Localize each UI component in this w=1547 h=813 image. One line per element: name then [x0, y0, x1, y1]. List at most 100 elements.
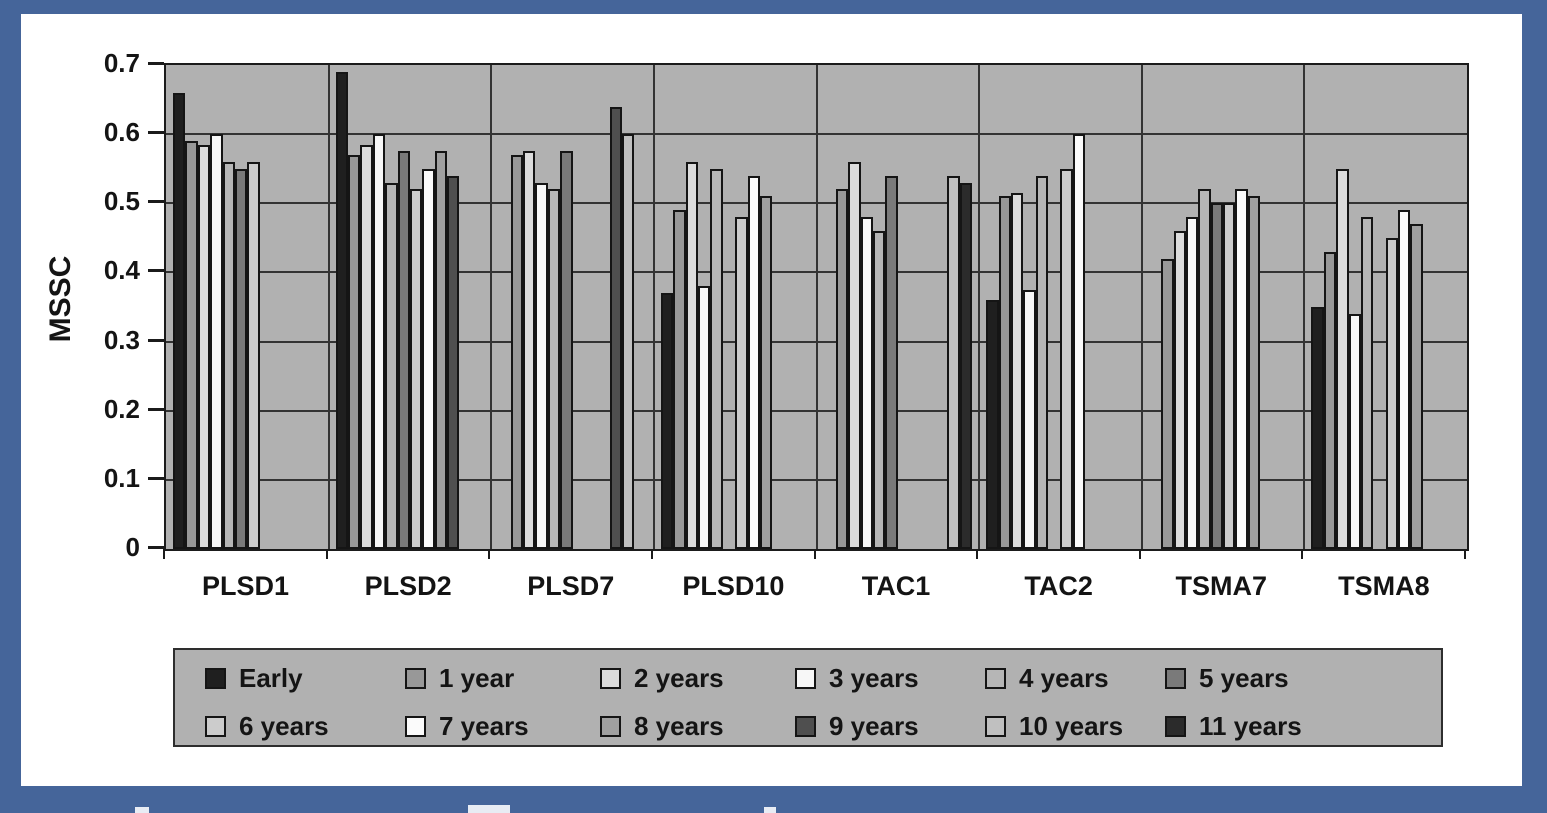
- legend-item-4-years: 4 years: [985, 662, 1109, 694]
- bar-PLSD1-6-years: [247, 161, 260, 549]
- bar-TAC1-3-years: [860, 217, 874, 549]
- bar-PLSD1-3-years: [210, 134, 223, 549]
- bar-PLSD1-5-years: [234, 168, 248, 549]
- bar-PLSD7-2-years: [523, 151, 536, 549]
- bar-PLSD2-8-years: [434, 151, 448, 549]
- category-separator-line: [978, 65, 981, 549]
- bar-PLSD2-5-years: [397, 151, 410, 549]
- bar-TSMA7-7-years: [1235, 189, 1248, 549]
- bar-PLSD10-4-years: [710, 168, 723, 549]
- x-tick-mark: [813, 549, 816, 559]
- legend-swatch: [600, 715, 621, 737]
- legend-swatch: [405, 667, 426, 689]
- y-tick-label: 0.1: [103, 462, 140, 493]
- legend-item-8-years: 8 years: [600, 710, 724, 742]
- bar-TSMA8-2-years: [1336, 168, 1349, 549]
- legend-item-1-year: 1 year: [405, 662, 514, 694]
- bar-TAC2-2-years: [1010, 192, 1024, 549]
- bar-TSMA8-6-years: [1385, 237, 1399, 549]
- x-category-label: PLSD7: [527, 571, 615, 601]
- cutoff-caption-fragment: [764, 807, 776, 813]
- x-category-label: PLSD10: [682, 571, 785, 601]
- bar-PLSD2-7-years: [422, 168, 435, 549]
- legend-item-6-years: 6 years: [205, 710, 329, 742]
- bar-TSMA8-3-years: [1348, 313, 1361, 549]
- bar-TAC2-7-years: [1072, 134, 1086, 549]
- bar-PLSD7-9-years: [609, 106, 623, 549]
- legend-item-5-years: 5 years: [1165, 662, 1289, 694]
- cutoff-caption-fragment: [468, 805, 510, 813]
- legend-label: Early: [239, 662, 303, 693]
- legend-item-2-years: 2 years: [600, 662, 724, 694]
- y-tick-mark: [148, 62, 164, 65]
- category-separator-line: [1303, 65, 1306, 549]
- legend-label: 10 years: [1019, 710, 1124, 741]
- legend-item-7-years: 7 years: [405, 710, 529, 742]
- bar-PLSD1-1-year: [185, 141, 198, 549]
- bar-TSMA7-4-years: [1198, 189, 1211, 549]
- legend-label: 3 years: [829, 662, 919, 693]
- bar-TSMA7-2-years: [1173, 230, 1186, 549]
- y-tick-mark: [148, 338, 164, 342]
- bar-TSMA7-5-years: [1210, 203, 1224, 549]
- bar-PLSD10-Early: [660, 293, 674, 549]
- y-tick-mark: [148, 476, 164, 480]
- legend-item-9-years: 9 years: [795, 710, 919, 742]
- bar-TAC1-4-years: [873, 230, 886, 549]
- y-tick-label: 0.2: [103, 393, 140, 424]
- legend-swatch: [1165, 667, 1186, 689]
- x-tick-mark: [488, 549, 491, 559]
- cutoff-caption-fragment: [135, 807, 149, 813]
- bar-TSMA7-8-years: [1247, 196, 1261, 549]
- bar-TAC1-2-years: [848, 161, 861, 549]
- bar-PLSD7-4-years: [547, 189, 561, 549]
- bar-TAC2-4-years: [1035, 175, 1049, 549]
- bar-PLSD7-3-years: [535, 182, 548, 549]
- bar-TAC2-1-year: [998, 196, 1011, 549]
- legend-label: 8 years: [634, 710, 724, 741]
- bar-PLSD7-5-years: [560, 151, 573, 549]
- bar-PLSD2-2-years: [360, 144, 373, 549]
- y-tick-mark: [148, 269, 164, 273]
- bar-TAC1-1-year: [835, 189, 849, 549]
- legend-swatch: [795, 715, 816, 737]
- bar-TSMA7-1-year: [1161, 258, 1174, 549]
- legend-label: 7 years: [439, 710, 529, 741]
- bar-PLSD10-8-years: [759, 196, 773, 549]
- bar-PLSD2-1-year: [348, 154, 361, 549]
- bar-TAC1-10-years: [947, 175, 960, 549]
- bar-PLSD1-2-years: [197, 144, 211, 549]
- category-separator-line: [652, 65, 655, 549]
- x-tick-mark: [325, 549, 328, 559]
- bar-PLSD10-7-years: [747, 175, 760, 549]
- bar-PLSD10-6-years: [735, 217, 748, 549]
- legend-item-3-years: 3 years: [795, 662, 919, 694]
- category-separator-line: [815, 65, 818, 549]
- x-tick-mark: [1464, 549, 1466, 559]
- bar-PLSD2-9-years: [447, 175, 460, 549]
- x-tick-mark: [1301, 549, 1304, 559]
- legend: Early 1 year 2 years 3 years 4 years 5 years 6…: [173, 648, 1443, 747]
- legend-label: 6 years: [239, 710, 329, 741]
- bar-PLSD10-2-years: [685, 161, 699, 549]
- bar-TSMA7-6-years: [1223, 203, 1236, 549]
- x-category-label: TAC1: [861, 571, 931, 601]
- y-tick-label: 0.3: [103, 324, 140, 355]
- legend-label: 4 years: [1019, 662, 1109, 693]
- y-tick-mark: [148, 131, 164, 135]
- x-category-label: TSMA8: [1338, 571, 1430, 601]
- bar-TSMA7-3-years: [1185, 217, 1199, 549]
- y-tick-mark: [148, 200, 164, 204]
- chart-panel: MSSC 0.7 0.6 0.5 0.4 0.3 0.2 0.1 0 PLSD1 PLSD2 PLS…: [21, 14, 1522, 786]
- x-category-label: TAC2: [1024, 571, 1093, 601]
- legend-swatch: [405, 715, 426, 737]
- y-tick-label: 0.4: [103, 255, 140, 286]
- bar-PLSD2-3-years: [372, 134, 386, 549]
- legend-label: 11 years: [1199, 710, 1302, 741]
- legend-label: 1 year: [439, 662, 515, 693]
- bar-PLSD7-10-years: [622, 134, 635, 549]
- bar-PLSD1-4-years: [222, 161, 235, 549]
- x-tick-mark: [650, 549, 653, 559]
- y-tick-mark: [148, 546, 164, 549]
